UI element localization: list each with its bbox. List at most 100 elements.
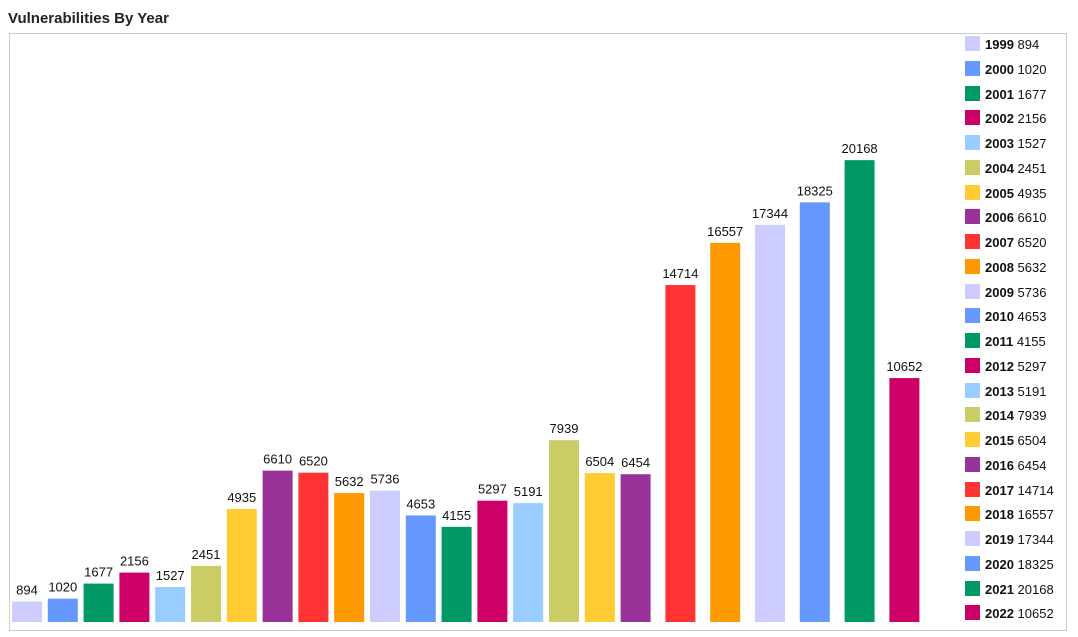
legend-value: 16557 (1013, 507, 1054, 523)
legend-label: 2004 2451 (985, 161, 1046, 176)
bar-value-label-2009: 5736 (371, 472, 400, 487)
legend-value: 4155 (1013, 334, 1046, 349)
bar-value-label-2002: 2156 (120, 554, 149, 569)
legend-year: 2012 (985, 358, 1014, 374)
legend-swatch (965, 283, 980, 299)
bar-2008[interactable] (334, 493, 365, 622)
bar-2007[interactable] (298, 472, 329, 622)
bar-value-label-2007: 6520 (299, 454, 328, 469)
legend-swatch (965, 110, 980, 126)
bar-2013[interactable] (513, 503, 544, 622)
legend-label: 2018 16557 (985, 507, 1054, 522)
legend-year: 2002 (985, 111, 1014, 127)
legend-year: 2016 (985, 457, 1014, 473)
legend-swatch (965, 481, 980, 497)
bar-value-label-1999: 894 (16, 583, 38, 598)
bar-2011[interactable] (441, 526, 472, 622)
legend-value: 6454 (1013, 457, 1047, 473)
legend-year: 2006 (985, 210, 1014, 226)
bar-value-label-2006: 6610 (263, 452, 292, 467)
bar-value-label-2016: 6454 (621, 455, 650, 470)
chart-title: Vulnerabilities By Year (8, 10, 169, 27)
bar-2019[interactable] (755, 224, 785, 623)
bar-value-label-2003: 1527 (156, 568, 185, 583)
legend-swatch (965, 555, 980, 571)
bar-2001[interactable] (83, 583, 114, 622)
bar-value-label-2022: 10652 (886, 359, 922, 374)
bar-2000[interactable] (47, 598, 78, 622)
legend-swatch (965, 333, 980, 348)
legend-label: 2011 4155 (985, 334, 1046, 349)
bar-value-label-2001: 1677 (84, 565, 113, 580)
legend-year: 2014 (985, 408, 1014, 424)
legend-swatch (965, 605, 980, 621)
bar-2020[interactable] (799, 202, 830, 623)
bar-value-label-2010: 4653 (406, 496, 435, 511)
bar-2012[interactable] (477, 500, 508, 622)
bar-2014[interactable] (549, 440, 579, 622)
bar-value-label-2011: 4155 (442, 508, 471, 523)
legend-label: 2015 6504 (985, 433, 1046, 448)
legend-swatch (965, 85, 980, 101)
legend-swatch (965, 357, 980, 373)
legend-swatch (965, 382, 980, 398)
bar-2009[interactable] (370, 490, 400, 622)
bar-2021[interactable] (844, 160, 875, 622)
legend-year: 2001 (985, 86, 1014, 102)
legend-swatch (965, 506, 980, 522)
bar-chart: 894 1020 1677 2156 1527 2451 4935 6610 6520 5632 5… (12, 141, 922, 623)
bar-2003[interactable] (155, 587, 186, 622)
bar-value-label-2014: 7939 (550, 421, 579, 436)
bar-2002[interactable] (119, 572, 150, 622)
legend-swatch (965, 209, 980, 225)
bar-2015[interactable] (584, 473, 615, 622)
legend-label: 2008 5632 (985, 260, 1046, 275)
bar-value-label-2015: 6504 (585, 454, 614, 469)
legend-value: 10652 (1013, 606, 1054, 622)
legend-year: 2008 (985, 259, 1014, 275)
legend-value: 6504 (1013, 433, 1047, 448)
legend-label: 2021 20168 (985, 582, 1054, 597)
legend-year: 1999 (985, 37, 1014, 52)
legend-label: 2007 6520 (985, 235, 1046, 250)
bar-2005[interactable] (226, 508, 257, 622)
legend-swatch (965, 407, 980, 423)
bar-2006[interactable] (262, 470, 293, 622)
chart-frame (9, 33, 1067, 631)
legend-label: 2009 5736 (985, 285, 1046, 300)
legend-swatch (965, 159, 980, 175)
bar-2010[interactable] (405, 515, 436, 622)
legend-swatch (965, 531, 980, 546)
legend-year: 2022 (985, 606, 1014, 622)
legend-year: 2003 (985, 136, 1014, 151)
legend-label: 2017 14714 (985, 483, 1054, 498)
bar-value-label-2020: 18325 (797, 183, 833, 198)
legend-value: 4653 (1013, 309, 1047, 325)
legend-swatch (965, 36, 980, 51)
legend-value: 5191 (1013, 383, 1047, 399)
legend-swatch (965, 234, 980, 249)
legend-value: 1527 (1013, 136, 1047, 151)
bar-value-label-2005: 4935 (227, 490, 256, 505)
legend-value: 20168 (1013, 581, 1054, 597)
legend-swatch (965, 60, 980, 76)
legend-year: 2019 (985, 532, 1014, 547)
legend-label: 2001 1677 (985, 87, 1046, 102)
bar-value-label-2013: 5191 (514, 484, 543, 499)
bar-1999[interactable] (12, 601, 42, 622)
legend-value: 5297 (1013, 358, 1047, 374)
legend-year: 2004 (985, 160, 1014, 176)
legend-label: 2012 5297 (985, 359, 1046, 374)
bar-2022[interactable] (889, 378, 920, 622)
legend-year: 2013 (985, 383, 1014, 399)
bar-2017[interactable] (665, 285, 696, 622)
legend-label: 1999 894 (985, 37, 1039, 52)
bar-2018[interactable] (710, 242, 741, 622)
bar-value-label-2008: 5632 (335, 474, 364, 489)
legend-swatch (965, 580, 980, 596)
bar-2016[interactable] (620, 474, 651, 622)
legend-label: 2005 4935 (985, 186, 1046, 201)
bar-value-label-2000: 1020 (48, 580, 77, 595)
legend-label: 2013 5191 (985, 384, 1046, 399)
bar-2004[interactable] (191, 565, 221, 622)
